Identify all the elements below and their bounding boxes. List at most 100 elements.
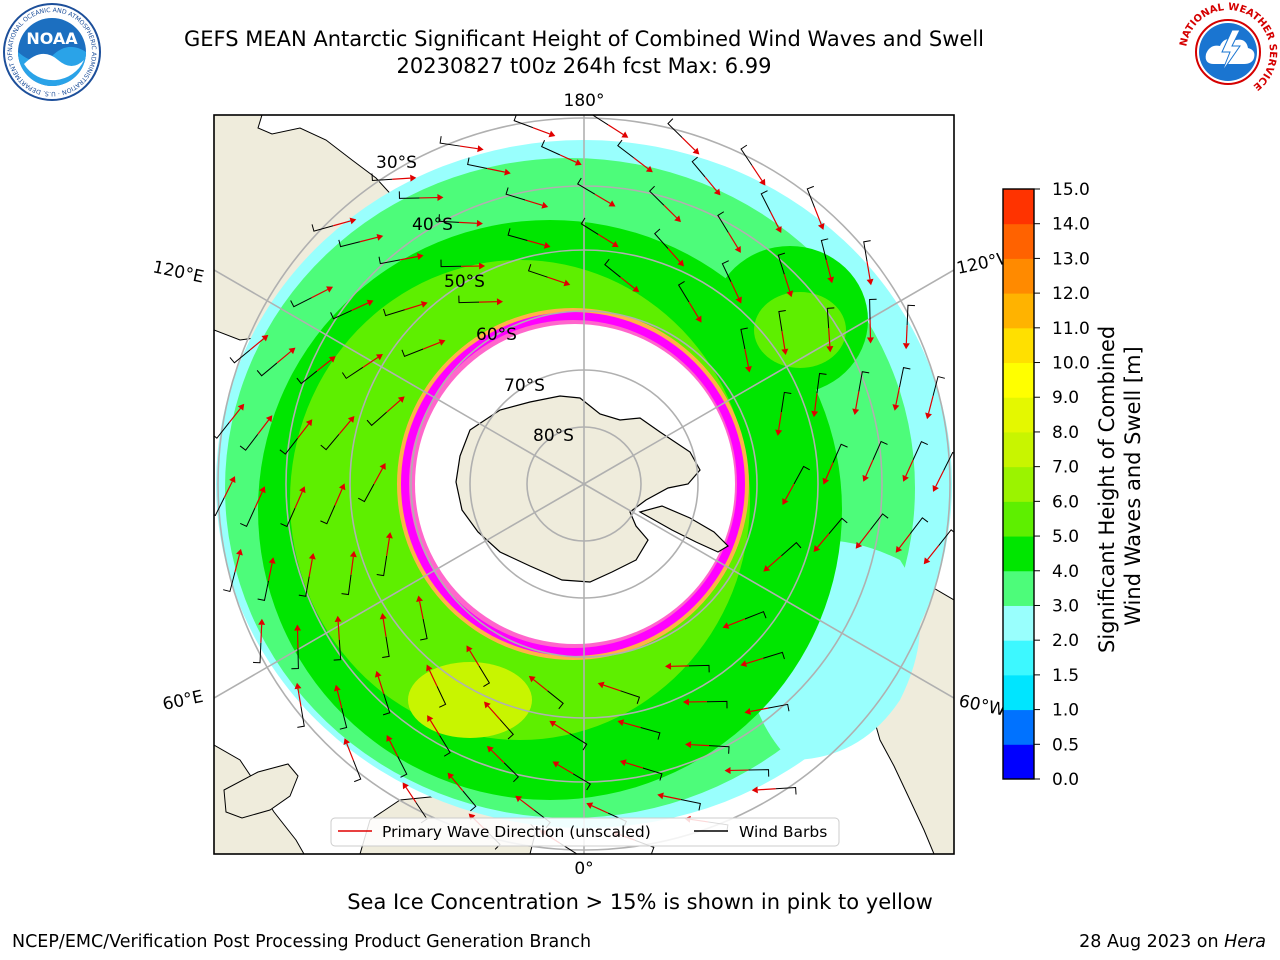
wave-direction-arrowhead <box>397 396 405 403</box>
colorbar-frame <box>1002 188 1035 780</box>
wave-direction-arrow <box>681 137 696 151</box>
wave-direction-arrow <box>769 211 780 228</box>
colorbar: 15.0 14.0 13.0 12.0 11.0 10.0 9.0 8.0 7.0 6.0 5.0 4… <box>1002 180 1090 790</box>
wave-direction-arrow <box>459 145 478 150</box>
run-host: Hera <box>1224 932 1266 952</box>
colorbar-tick-label: 1.5 <box>1052 666 1079 686</box>
wave-direction-arrowhead <box>827 276 835 284</box>
latitude-label-60s: 60°S <box>476 325 517 345</box>
wave-direction-arrowhead <box>326 286 334 293</box>
wave-direction-arrow <box>927 395 934 414</box>
wave-direction-arrowhead <box>552 761 560 768</box>
wind-barb <box>863 240 871 262</box>
wave-direction-arrow <box>404 303 423 311</box>
wind-barb <box>320 505 336 525</box>
colorbar-tick-label: 10.0 <box>1052 354 1090 374</box>
wind-barb <box>503 762 520 783</box>
wind-barb <box>507 228 528 241</box>
wind-barb <box>717 211 729 233</box>
colorbar-tick-label: 1.0 <box>1052 701 1079 721</box>
wave-direction-arrowhead <box>781 348 789 356</box>
wave-direction-arrowhead <box>677 259 685 267</box>
wave-direction-arrow <box>727 618 746 627</box>
wind-barb <box>648 185 665 206</box>
wave-direction-arrow <box>469 650 480 667</box>
wind-barb <box>341 366 364 380</box>
wind-barb <box>899 367 911 388</box>
wind-barb <box>816 372 827 394</box>
wave-direction-arrow <box>557 764 574 775</box>
wind-barb <box>778 310 786 332</box>
wave-direction-arrow <box>866 261 871 280</box>
wind-barb <box>832 443 848 463</box>
colorbar-segment <box>1003 709 1034 745</box>
wave-direction-arrowhead <box>294 682 302 690</box>
wave-direction-arrow <box>532 127 550 135</box>
wind-barb <box>912 440 928 461</box>
wave-direction-arrowhead <box>621 131 629 138</box>
wind-barb <box>604 258 621 278</box>
wave-direction-arrow <box>458 221 477 224</box>
wind-barb <box>420 618 428 641</box>
wave-direction-arrowhead <box>417 253 424 260</box>
wave-direction-arrow <box>559 154 577 163</box>
wind-barb <box>382 636 390 658</box>
wave-direction-arrowhead <box>479 262 486 270</box>
wind-barb <box>540 140 561 156</box>
wave-direction-arrowhead <box>722 622 730 629</box>
wave-direction-arrow <box>429 719 441 736</box>
wave-direction-arrowhead <box>265 415 273 423</box>
wave-direction-arrowhead <box>229 476 236 484</box>
wave-direction-arrowhead <box>657 792 664 800</box>
wave-direction-arrow <box>336 690 343 709</box>
wave-direction-arrowhead <box>786 290 794 298</box>
wave-direction-arrowhead <box>236 548 243 556</box>
wave-direction-arrow <box>487 705 501 720</box>
wave-direction-arrow <box>781 331 786 350</box>
wind-barb <box>781 541 802 557</box>
wave-direction-arrow <box>744 348 750 367</box>
wave-direction-arrow <box>623 722 641 729</box>
wave-direction-arrowhead <box>376 233 384 241</box>
wave-direction-arrowhead <box>410 174 417 182</box>
wave-direction-arrowhead <box>487 745 494 753</box>
wave-direction-arrow <box>905 459 914 477</box>
wave-direction-arrowhead <box>751 786 758 794</box>
wind-barb <box>352 760 362 783</box>
wave-direction-arrowhead <box>713 188 721 196</box>
wave-direction-arrow <box>533 679 548 692</box>
wave-direction-arrow <box>297 423 310 439</box>
wave-direction-arrow <box>392 177 411 180</box>
wind-barb <box>378 256 401 265</box>
wave-direction-arrowhead <box>308 552 316 560</box>
wave-direction-arrow <box>525 199 543 206</box>
colorbar-tick-label: 0.5 <box>1052 735 1079 755</box>
wave-direction-arrowhead <box>695 315 702 323</box>
wave-direction-arrowhead <box>734 245 741 253</box>
wind-barb <box>744 611 767 620</box>
wave-direction-arrowhead <box>597 681 605 689</box>
wave-direction-arrowhead <box>586 802 594 809</box>
wave-direction-arrow <box>257 419 270 435</box>
colorbar-segment <box>1003 605 1034 641</box>
wave-direction-arrowhead <box>402 782 409 790</box>
wind-barb <box>617 139 635 159</box>
wave-direction-arrow <box>814 207 822 225</box>
wave-direction-arrowhead <box>261 334 269 342</box>
wind-barb <box>279 437 299 455</box>
wave-direction-arrow <box>297 688 302 707</box>
colorbar-segment <box>1003 536 1034 572</box>
wind-barb <box>767 703 790 712</box>
wave-vectors <box>214 115 954 854</box>
wind-barb <box>330 309 352 320</box>
wave-direction-arrow <box>311 288 328 299</box>
wave-direction-arrowhead <box>866 278 874 286</box>
wave-direction-arrow <box>691 744 710 747</box>
wave-direction-arrowhead <box>476 219 483 227</box>
wave-direction-arrowhead <box>349 550 357 558</box>
wind-barb <box>932 375 945 397</box>
wave-direction-arrow <box>898 533 911 549</box>
meridian-label-60e: 60°E <box>161 687 205 715</box>
latitude-label-40s: 40°S <box>412 215 453 235</box>
colorbar-segment <box>1003 258 1034 294</box>
